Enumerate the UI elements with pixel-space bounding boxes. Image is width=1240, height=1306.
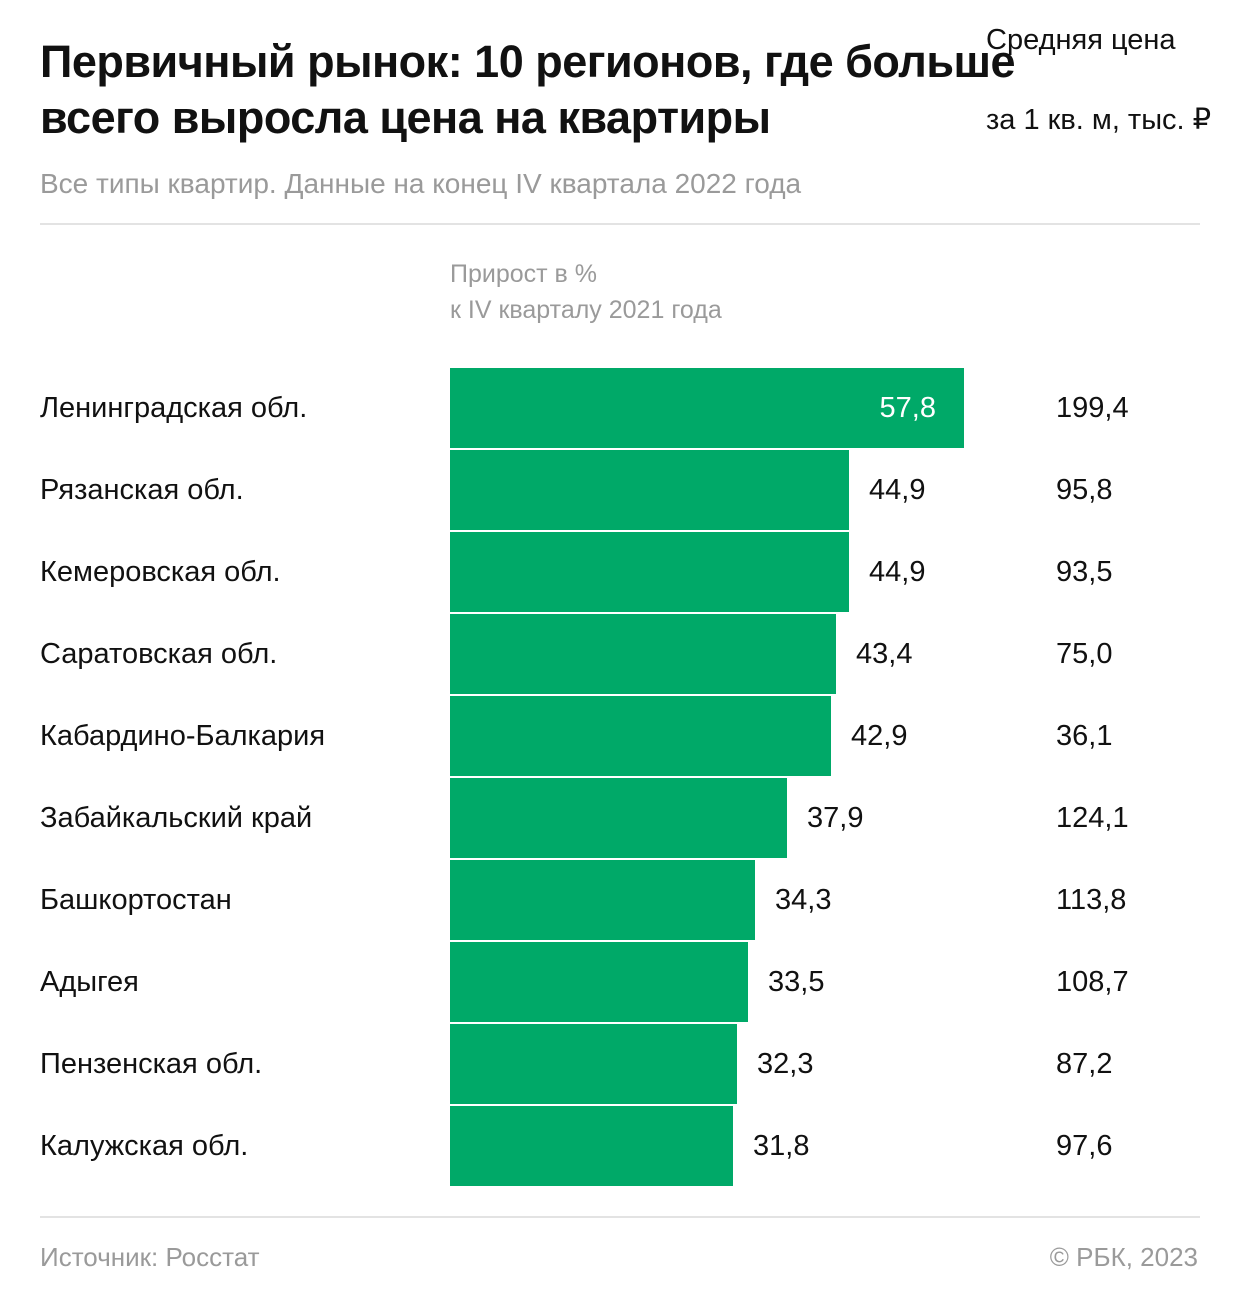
chart-title: Первичный рынок: 10 регионов, где больше… (40, 34, 1200, 146)
bar (450, 532, 849, 612)
region-label: Кабардино-Балкария (40, 720, 326, 752)
bar-value-label: 34,3 (775, 884, 832, 916)
table-row: Калужская обл. 31,8 97,6 (0, 1106, 1240, 1186)
bar (450, 368, 964, 448)
table-row: Башкортостан 34,3 113,8 (0, 860, 1240, 940)
price-value: 36,1 (1056, 720, 1113, 752)
table-row: Забайкальский край 37,9 124,1 (0, 778, 1240, 858)
chart-subtitle: Все типы квартир. Данные на конец IV ква… (40, 168, 802, 199)
bar-value-label: 43,4 (856, 638, 913, 670)
price-value: 199,4 (1056, 392, 1129, 424)
bar-value-label: 42,9 (851, 720, 908, 752)
price-value: 75,0 (1056, 638, 1113, 670)
price-column-header-line-2: за 1 кв. м, тыс. ₽ (986, 104, 1212, 136)
bar (450, 778, 787, 858)
region-label: Кемеровская обл. (40, 556, 281, 588)
table-row: Кабардино-Балкария 42,9 36,1 (0, 696, 1240, 776)
price-value: 108,7 (1056, 966, 1129, 998)
bar-value-label: 57,8 (879, 392, 936, 424)
bar-value-label: 31,8 (753, 1130, 810, 1162)
table-row: Ленинградская обл. 57,8 199,4 (0, 368, 1240, 448)
bar (450, 1106, 733, 1186)
top-divider (40, 223, 1200, 225)
bar-value-label: 32,3 (757, 1048, 814, 1080)
table-row: Рязанская обл. 44,9 95,8 (0, 450, 1240, 530)
chart-title-line-2: всего выросла цена на квартиры (40, 92, 771, 143)
bar (450, 860, 755, 940)
bar (450, 1024, 737, 1104)
bar (450, 450, 849, 530)
table-row: Саратовская обл. 43,4 75,0 (0, 614, 1240, 694)
region-label: Адыгея (40, 966, 139, 998)
price-column-header-line-1: Средняя цена (986, 24, 1176, 56)
bar-value-label: 44,9 (869, 556, 926, 588)
region-label: Калужская обл. (40, 1130, 249, 1162)
region-label: Ленинградская обл. (40, 392, 308, 424)
source-note: Источник: Росстат (40, 1242, 260, 1272)
bar (450, 942, 748, 1022)
bar (450, 696, 831, 776)
table-row: Адыгея 33,5 108,7 (0, 942, 1240, 1022)
growth-column-header: Прирост в % к IV кварталу 2021 года (450, 256, 722, 328)
price-value: 124,1 (1056, 802, 1129, 834)
table-row: Пензенская обл. 32,3 87,2 (0, 1024, 1240, 1104)
bar (450, 614, 836, 694)
region-label: Забайкальский край (40, 802, 313, 834)
price-value: 97,6 (1056, 1130, 1113, 1162)
region-label: Саратовская обл. (40, 638, 278, 670)
growth-column-header-line-2: к IV кварталу 2021 года (450, 296, 722, 324)
chart-title-line-1: Первичный рынок: 10 регионов, где больше (40, 36, 1016, 87)
bar-value-label: 33,5 (768, 966, 825, 998)
price-value: 113,8 (1056, 884, 1127, 916)
region-label: Рязанская обл. (40, 474, 244, 506)
region-label: Пензенская обл. (40, 1048, 263, 1080)
bottom-divider (40, 1216, 1200, 1218)
copyright-note: © РБК, 2023 (1049, 1242, 1198, 1272)
price-value: 93,5 (1056, 556, 1113, 588)
price-value: 95,8 (1056, 474, 1113, 506)
price-column-header: Средняя цена за 1 кв. м, тыс. ₽ (986, 0, 1211, 136)
region-label: Башкортостан (40, 884, 232, 916)
growth-column-header-line-1: Прирост в % (450, 260, 597, 288)
table-row: Кемеровская обл. 44,9 93,5 (0, 532, 1240, 612)
price-value: 87,2 (1056, 1048, 1113, 1080)
bar-value-label: 44,9 (869, 474, 926, 506)
bar-value-label: 37,9 (807, 802, 864, 834)
